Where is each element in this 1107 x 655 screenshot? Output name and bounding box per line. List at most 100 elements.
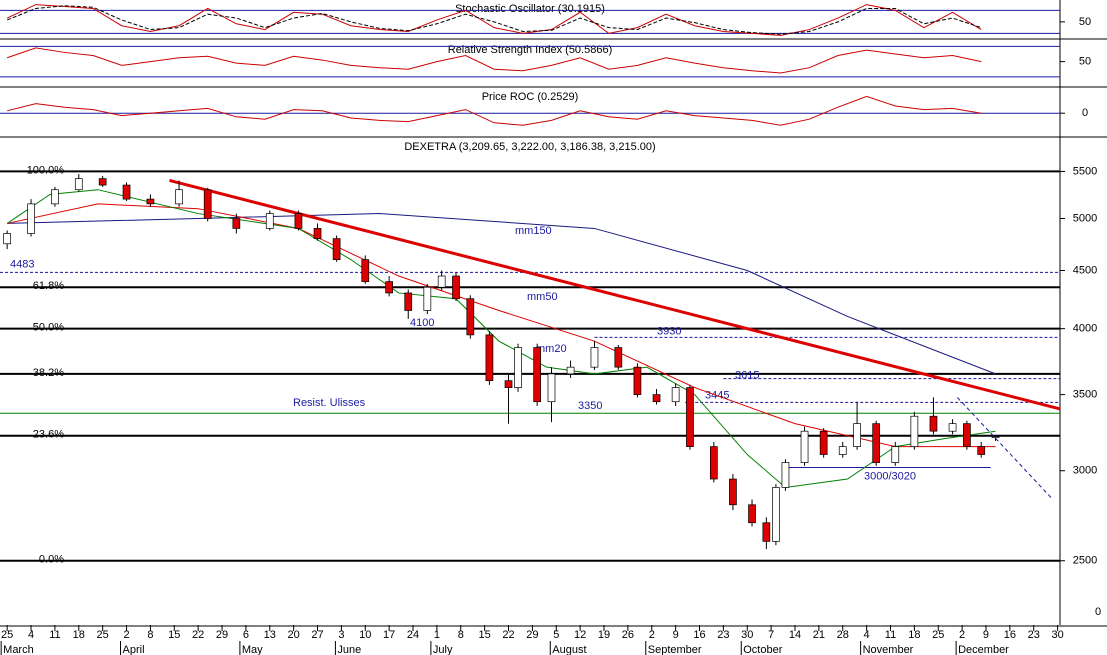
x-tick-label: 30 (1051, 629, 1063, 641)
x-tick-label: 13 (264, 629, 276, 641)
fib-label: 50.0% (33, 322, 64, 334)
x-tick-label: 18 (908, 629, 920, 641)
y-tick-label: 3000 (1073, 465, 1097, 477)
candle-body (762, 522, 771, 542)
x-tick-label: 17 (383, 629, 395, 641)
month-label: September (648, 644, 702, 655)
fib-label: 23.6% (33, 429, 64, 441)
projection-line (956, 397, 1054, 500)
candle-body (633, 366, 642, 395)
x-tick-label: 2 (959, 629, 965, 641)
fib-label: 61.8% (33, 280, 64, 292)
x-tick-label: 1 (434, 629, 440, 641)
x-tick-label: 4 (864, 629, 870, 641)
candle-body (929, 415, 938, 432)
candle-body (485, 334, 494, 382)
candle-body (27, 203, 35, 234)
x-tick-label: 21 (813, 629, 825, 641)
candle-body (891, 446, 900, 463)
x-tick-label: 29 (526, 629, 538, 641)
x-tick-label: 11 (49, 629, 60, 641)
x-tick-label: 30 (741, 629, 753, 641)
y-tick-label: 3500 (1073, 389, 1097, 401)
support-label: 3930 (657, 325, 681, 337)
candle-body (547, 373, 556, 403)
x-tick-label: 2 (649, 629, 655, 641)
candle-body (203, 189, 212, 219)
chart-title: DEXETRA (3,209.65, 3,222.00, 3,186.38, 3… (404, 141, 655, 153)
ma-label: mm150 (515, 225, 552, 237)
y-tick-label: 0 (1082, 107, 1088, 119)
candle-body (614, 347, 623, 368)
y-tick-label: 4000 (1073, 323, 1097, 335)
month-label: July (433, 644, 453, 655)
x-tick-label: 27 (311, 629, 323, 641)
candle-body (332, 238, 341, 260)
annotation: 4100 (410, 317, 434, 329)
candle-body (466, 298, 475, 336)
candle-body (74, 178, 83, 191)
candle-body (514, 347, 522, 388)
x-tick-label: 12 (574, 629, 586, 641)
candle-body (385, 281, 393, 294)
x-tick-label: 9 (983, 629, 989, 641)
x-tick-label: 23 (1028, 629, 1040, 641)
support-label: 3615 (735, 370, 759, 382)
month-label: October (743, 644, 782, 655)
candle-body (51, 189, 59, 205)
x-tick-label: 6 (243, 629, 249, 641)
month-label: June (337, 644, 361, 655)
x-tick-label: 16 (1004, 629, 1016, 641)
candle-body (910, 415, 919, 447)
candle-body (590, 347, 599, 368)
fib-label: 38.2% (33, 367, 64, 379)
x-tick-label: 20 (288, 629, 300, 641)
x-tick-label: 4 (28, 629, 34, 641)
candle-body (948, 423, 957, 432)
month-label: August (552, 644, 586, 655)
candle-body (652, 394, 661, 403)
month-label: March (3, 644, 34, 655)
indicator-line (6, 47, 982, 74)
fib-label: 0.0% (39, 554, 64, 566)
x-tick-label: 25 (1, 629, 13, 641)
x-tick-label: 22 (502, 629, 514, 641)
y-tick-label: 5500 (1073, 165, 1097, 177)
x-tick-label: 28 (837, 629, 849, 641)
y-floor-label: 0 (1095, 606, 1101, 618)
resistance-label: Resist. Ulisses (293, 397, 366, 409)
candle-body (709, 446, 718, 480)
candle-body (404, 292, 413, 311)
candle-body (437, 275, 446, 288)
x-tick-label: 24 (407, 629, 419, 641)
y-tick-label: 5000 (1073, 212, 1097, 224)
candle-body (3, 233, 12, 245)
candle-body (872, 423, 881, 463)
candle-body (452, 275, 460, 300)
resistance-note: 3350 (578, 400, 602, 412)
x-tick-label: 29 (216, 629, 228, 641)
candle-body (991, 436, 1000, 438)
panel-title: Relative Strength Index (50.5866) (448, 44, 613, 56)
candle-body (729, 478, 737, 506)
candle-body (122, 184, 131, 200)
candle-body (232, 218, 241, 229)
ma-label: mm20 (536, 343, 567, 355)
candle-body (175, 189, 183, 205)
x-tick-label: 7 (768, 629, 774, 641)
candle-body (566, 366, 575, 375)
candle-body (686, 387, 694, 447)
candle-body (504, 380, 513, 388)
candle-body (423, 286, 432, 311)
y-tick-label: 50 (1079, 16, 1091, 28)
moving-average (7, 213, 996, 375)
x-tick-label: 15 (479, 629, 491, 641)
x-tick-label: 25 (97, 629, 109, 641)
month-label: May (242, 644, 263, 655)
candle-body (800, 430, 809, 463)
x-tick-label: 23 (717, 629, 729, 641)
candle-body (748, 504, 756, 524)
x-tick-label: 8 (458, 629, 464, 641)
x-tick-label: 3 (338, 629, 344, 641)
moving-average (7, 203, 996, 448)
